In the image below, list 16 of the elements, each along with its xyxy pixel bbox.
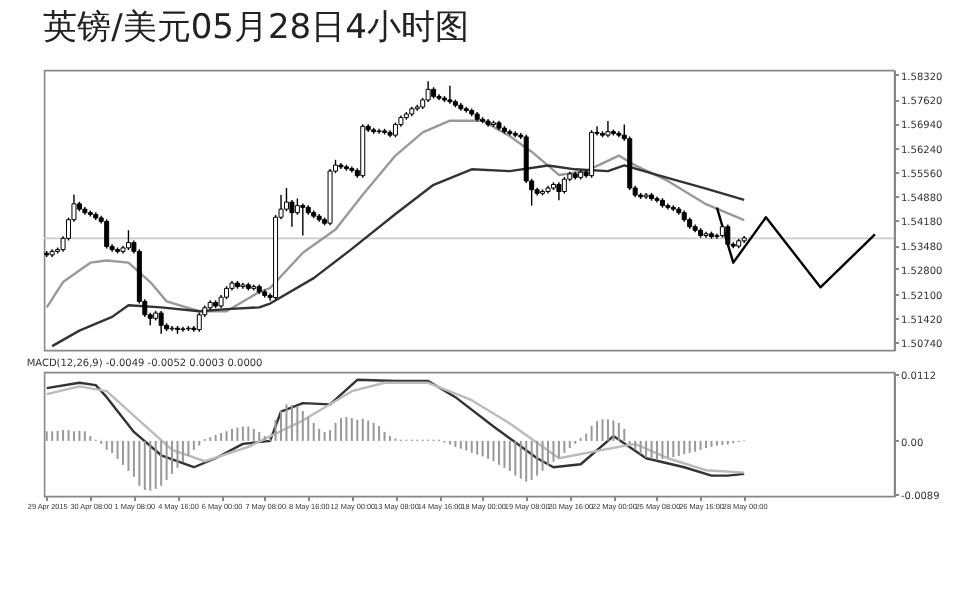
candlestick [605, 120, 611, 138]
candlestick [104, 218, 110, 250]
candlestick [725, 223, 731, 248]
candlestick [283, 187, 289, 212]
candlestick [196, 311, 202, 333]
line-series [715, 206, 877, 289]
candlestick [589, 129, 595, 179]
line-series [50, 164, 746, 348]
candlestick [447, 85, 453, 105]
candlestick [714, 232, 720, 240]
candlestick [125, 229, 131, 251]
candlestick [425, 80, 431, 103]
chart-title: 英镑/美元05月28日4小时图 [43, 8, 469, 48]
candlestick [158, 310, 164, 335]
line-series [45, 119, 746, 313]
candlestick [300, 202, 306, 237]
